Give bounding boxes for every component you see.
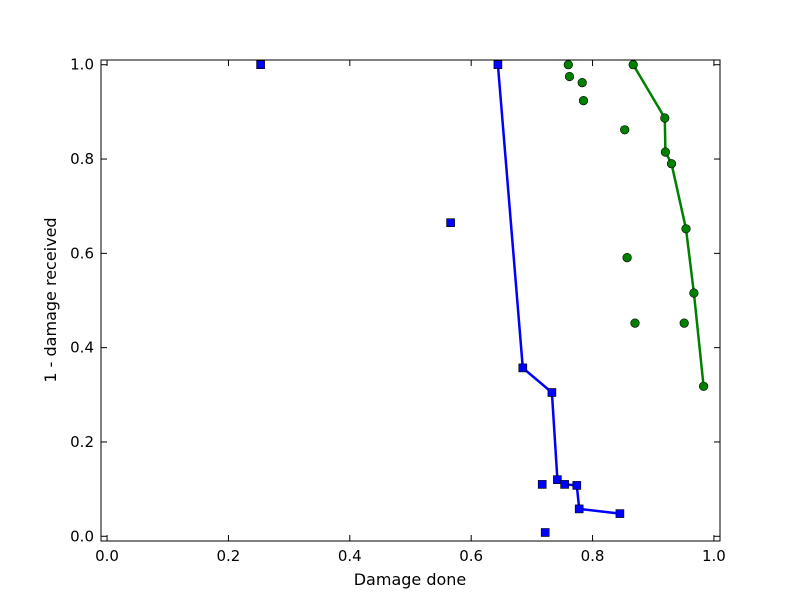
circle-point (660, 147, 671, 157)
y-tick-label: 1.0 (70, 56, 94, 74)
square-point (537, 480, 547, 489)
circle-point (622, 253, 632, 263)
square-point (553, 475, 562, 485)
square-point (615, 509, 625, 518)
x-tick-label: 0.6 (459, 547, 483, 565)
circle-point (689, 288, 699, 298)
circle-point (628, 60, 638, 70)
y-tick-label: 0.6 (70, 244, 94, 262)
circle-point (630, 318, 640, 328)
square-point (560, 480, 569, 489)
x-tick-label: 0.8 (581, 547, 605, 565)
square-point (518, 363, 528, 373)
y-tick-label: 0.0 (70, 527, 94, 545)
frontier-lines-layer (496, 64, 705, 515)
circle-point (660, 113, 670, 123)
y-axis-label: 1 - damage received (41, 217, 60, 382)
x-tick-label: 0.0 (95, 547, 119, 565)
circle-point (578, 95, 589, 106)
axes-layer: 0.0 0.2 0.4 0.6 0.8 1.0 0.0 0.2 0.4 0.6 0.8 1.0 (70, 56, 726, 565)
circle-point (577, 77, 587, 88)
square-point (540, 528, 550, 537)
circle-point (620, 125, 630, 135)
x-axis-label: Damage done (354, 570, 467, 589)
circle-point (698, 381, 709, 391)
square-point (493, 60, 503, 70)
square-point (547, 388, 557, 397)
square-point (572, 481, 582, 490)
circle-point (681, 224, 691, 234)
frontier-line-square (496, 64, 621, 515)
circle-point (563, 60, 573, 70)
frontier-line-circle (632, 64, 705, 387)
circle-point (666, 159, 677, 169)
x-tick-label: 0.4 (338, 547, 362, 565)
points-layer (256, 60, 709, 537)
y-tick-label: 0.8 (70, 150, 94, 168)
square-point (574, 504, 584, 514)
plot-frame (100, 59, 721, 542)
circle-point (564, 71, 575, 82)
square-point (256, 60, 265, 70)
x-tick-label: 0.2 (217, 547, 241, 565)
y-tick-label: 0.4 (70, 339, 94, 357)
circle-point (679, 318, 689, 328)
y-tick-label: 0.2 (70, 433, 94, 451)
square-point (446, 218, 455, 227)
x-tick-label: 1.0 (702, 547, 726, 565)
